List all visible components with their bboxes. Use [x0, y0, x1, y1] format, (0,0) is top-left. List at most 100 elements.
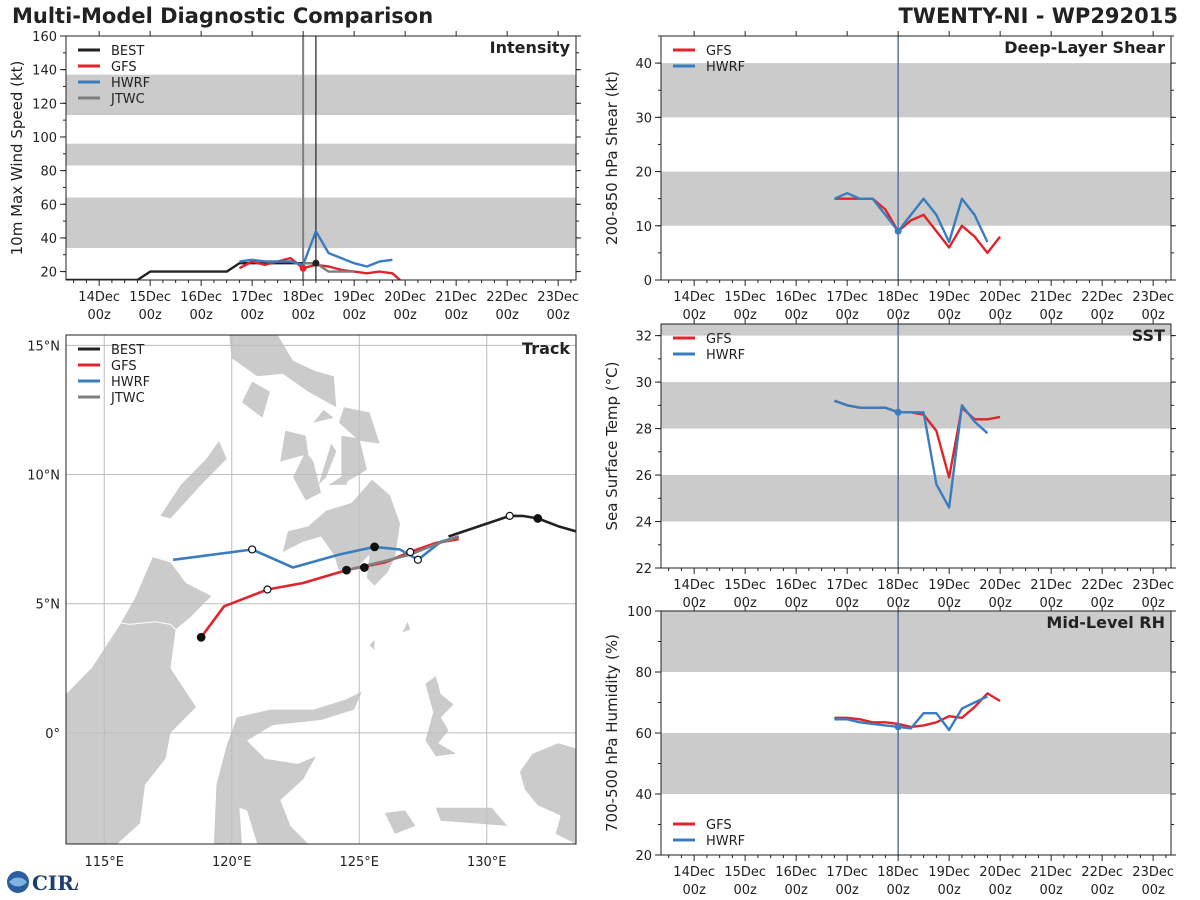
series-line-hwrf [833, 399, 989, 509]
series-line-gfs [834, 692, 1001, 729]
series-group [834, 692, 1001, 732]
x-tick-label: 20Dec [979, 578, 1021, 593]
x-tick-sublabel: 00z [1141, 308, 1165, 323]
shaded-band [661, 63, 1171, 118]
x-tick-sublabel: 00z [784, 883, 808, 898]
x-tick-sublabel: 00z [495, 308, 519, 323]
track-marker-hwrf [413, 555, 422, 564]
x-tick-label: 23Dec [1132, 290, 1174, 305]
shaded-band [661, 382, 1171, 429]
x-tick-sublabel: 00z [886, 596, 910, 611]
series-line-jtwc [303, 262, 355, 273]
y-tick-label: 30 [635, 111, 652, 126]
lat-tick-label: 5°N [36, 598, 61, 613]
track-line-best [448, 514, 576, 538]
x-tick-sublabel: 00z [1039, 596, 1063, 611]
x-tick-sublabel: 00z [240, 308, 264, 323]
plot-frame [65, 35, 577, 281]
x-tick-sublabel: 00z [835, 883, 859, 898]
marker-hwrf [894, 227, 902, 235]
x-tick-sublabel: 00z [546, 308, 570, 323]
x-tick-sublabel: 00z [189, 308, 213, 323]
panel-rh: 20 40 60 80 100 14Dec 00z 15Dec 00z 16Dec 00z 17Dec… [603, 605, 1176, 898]
y-tick-label: 10 [635, 220, 652, 235]
shaded-band [661, 171, 1171, 226]
x-tick-sublabel: 00z [733, 883, 757, 898]
x-tick-label: 16Dec [775, 865, 817, 880]
legend-label-gfs: GFS [111, 359, 137, 374]
lat-tick-label: 10°N [27, 469, 60, 484]
x-tick-label: 19Dec [333, 290, 375, 305]
legend-label-gfs: GFS [706, 332, 732, 347]
x-tick-label: 15Dec [724, 578, 766, 593]
legend-label-jtwc: JTWC [110, 391, 145, 406]
x-tick-label: 16Dec [775, 578, 817, 593]
track-marker-jtwc [406, 547, 415, 557]
x-tick-label: 14Dec [78, 290, 120, 305]
x-tick-label: 23Dec [1132, 865, 1174, 880]
series-line-hwrf [834, 695, 988, 732]
x-tick-sublabel: 00z [393, 308, 417, 323]
x-tick-label: 20Dec [979, 290, 1021, 305]
x-tick-label: 21Dec [1030, 290, 1072, 305]
land-mass [519, 743, 576, 844]
x-tick-sublabel: 00z [1141, 883, 1165, 898]
plot-frame [660, 35, 1172, 281]
storm-id: TWENTY-NI - WP292015 [898, 4, 1178, 28]
track-marker-best [505, 511, 514, 520]
marker-hwrf [894, 408, 902, 416]
x-tick-sublabel: 00z [937, 308, 961, 323]
x-tick-label: 20Dec [979, 865, 1021, 880]
y-tick-label: 20 [40, 266, 57, 281]
x-tick-label: 22Dec [1081, 290, 1123, 305]
x-tick-sublabel: 00z [937, 596, 961, 611]
land-mass [425, 676, 457, 757]
y-tick-label: 28 [635, 423, 652, 438]
x-tick-sublabel: 00z [886, 308, 910, 323]
x-tick-label: 18Dec [282, 290, 324, 305]
land-mass [369, 639, 375, 651]
panel-track: 115°E 120°E 125°E 130°E 0° 5°N 10°N 15°N Track BE… [27, 334, 577, 870]
y-axis-title: 10m Max Wind Speed (kt) [8, 61, 26, 256]
legend-label-hwrf: HWRF [111, 375, 150, 390]
cira-logo-icon: CIRA [7, 871, 78, 895]
x-tick-label: 20Dec [384, 290, 426, 305]
panel-intensity: 20 40 60 80 100 120 140 160 14Dec 00z 15Dec 00z 16De… [8, 30, 581, 323]
x-tick-sublabel: 00z [87, 308, 111, 323]
x-tick-label: 16Dec [180, 290, 222, 305]
legend-label-hwrf: HWRF [706, 348, 745, 363]
x-tick-label: 15Dec [724, 290, 766, 305]
x-tick-sublabel: 00z [682, 308, 706, 323]
legend-label-best: BEST [111, 44, 144, 59]
x-tick-sublabel: 00z [1090, 883, 1114, 898]
land-mass [341, 435, 367, 485]
x-tick-label: 21Dec [1030, 865, 1072, 880]
shaded-band [66, 143, 576, 166]
x-tick-sublabel: 00z [1039, 308, 1063, 323]
legend-label-best: BEST [111, 343, 144, 358]
y-tick-label: 20 [635, 849, 652, 864]
land-mass [280, 430, 309, 462]
land-mass [318, 443, 337, 485]
track-marker-hwrf [370, 542, 379, 552]
land-mass [313, 409, 334, 423]
track-marker-gfs [359, 563, 369, 572]
track-line-gfs [200, 537, 459, 639]
x-tick-sublabel: 00z [444, 308, 468, 323]
x-tick-sublabel: 00z [733, 308, 757, 323]
land-mass [242, 381, 270, 418]
x-tick-sublabel: 00z [835, 308, 859, 323]
x-tick-label: 21Dec [435, 290, 477, 305]
legend-label-jtwc: JTWC [110, 92, 145, 107]
y-tick-label: 40 [635, 788, 652, 803]
x-tick-label: 14Dec [673, 865, 715, 880]
x-tick-label: 14Dec [673, 578, 715, 593]
x-tick-sublabel: 00z [733, 596, 757, 611]
legend-label-gfs: GFS [706, 818, 732, 833]
y-axis-title: 200-850 hPa Shear (kt) [603, 71, 621, 245]
x-tick-label: 22Dec [1081, 865, 1123, 880]
y-tick-label: 60 [40, 198, 57, 213]
track-marker-best [533, 514, 543, 523]
y-tick-label: 100 [627, 605, 652, 620]
y-tick-label: 80 [40, 165, 57, 180]
